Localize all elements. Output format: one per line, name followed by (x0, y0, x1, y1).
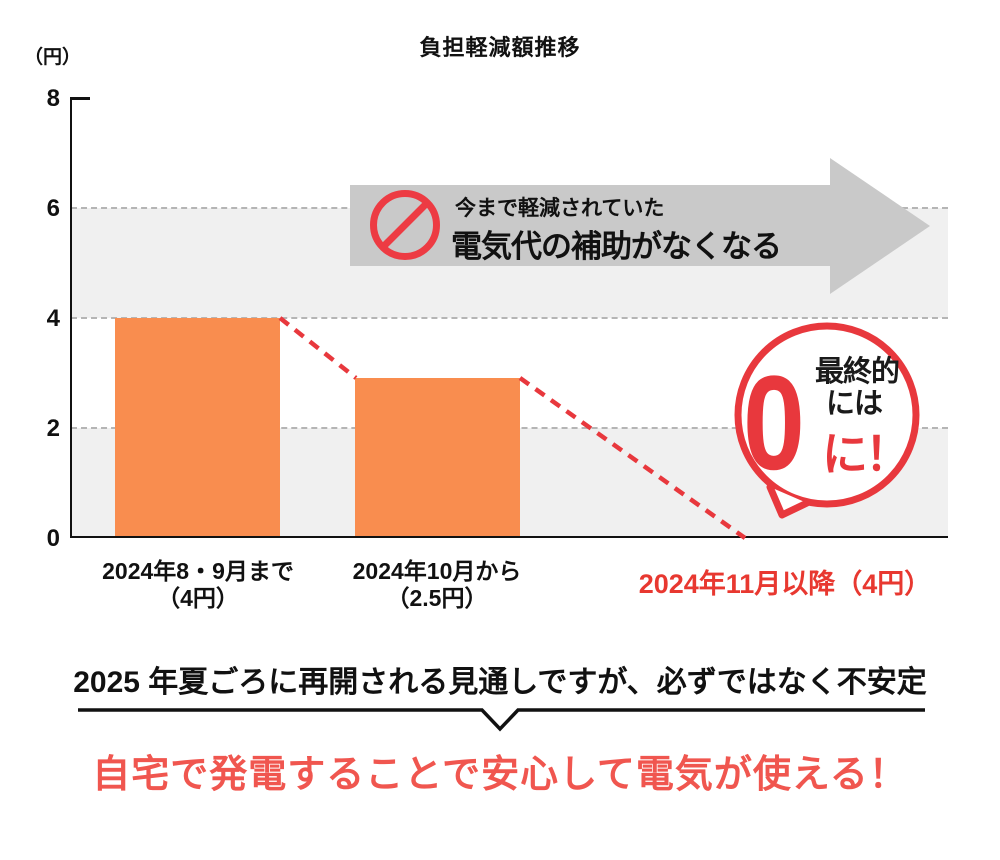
footer-highlight-text: 自宅で発電することで安心して電気が使える！ (92, 754, 908, 796)
x-label-2024-aug-sep: 2024年8・9月まで （4円） (68, 558, 328, 612)
y-tick-2: 2 (46, 415, 60, 442)
y-tick-0: 0 (46, 525, 60, 552)
gridline-4 (71, 317, 948, 319)
x-label-line1: 2024年8・9月まで (102, 558, 294, 584)
y-axis-unit-label: （円） (24, 47, 82, 68)
bubble-text-ni: に！ (822, 428, 911, 480)
y-axis-top-tick (70, 97, 90, 100)
chart-title: 負担軽減額推移 (419, 35, 581, 60)
y-tick-6: 6 (46, 195, 60, 222)
bar-2024-oct (355, 378, 520, 538)
divider-with-notch (78, 708, 925, 732)
arrow-caption-small: 今まで軽減されていた (455, 197, 665, 220)
prohibition-slash (382, 202, 428, 248)
x-label-2024-nov-onward: 2024年11月以降（4円） (638, 569, 932, 599)
zero-speech-bubble: 最終的 には 0 に！ (720, 310, 932, 535)
x-label-line2: （4円） (157, 585, 239, 611)
x-label-line1: 2024年10月から (352, 558, 522, 584)
y-tick-4: 4 (46, 305, 60, 332)
y-axis (70, 98, 72, 538)
bubble-zero-number: 0 (743, 349, 805, 498)
x-label-line2: （2.5円） (386, 585, 488, 611)
x-axis (70, 536, 948, 538)
y-tick-8: 8 (46, 85, 60, 112)
footer-note-text: 2025 年夏ごろに再開される見通しですが、必ずではなく不安定 (73, 666, 927, 699)
prohibition-icon (370, 190, 440, 260)
speech-bubble-shape (734, 322, 920, 519)
bar-2024-aug-sep (115, 318, 280, 538)
arrow-caption-large: 電気代の補助がなくなる (451, 229, 782, 264)
x-label-2024-oct: 2024年10月から （2.5円） (307, 558, 567, 612)
bubble-text-saishuteki: 最終的 (815, 356, 900, 388)
bubble-text-niwa: には (826, 388, 883, 420)
